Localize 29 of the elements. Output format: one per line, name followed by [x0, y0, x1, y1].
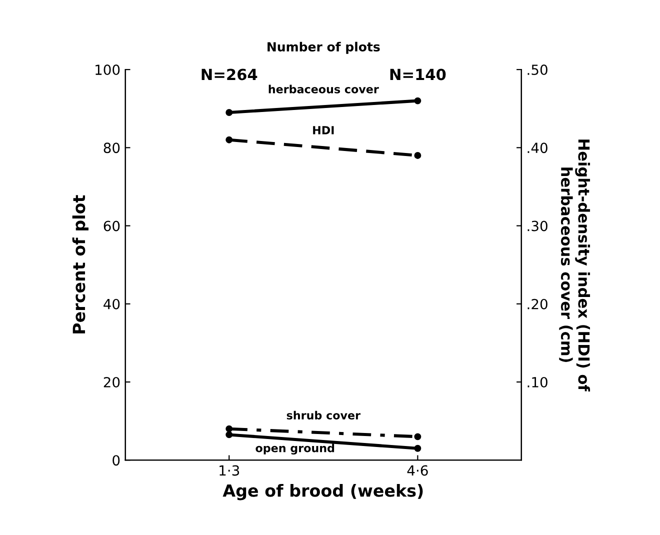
text: Number of plots [268, 42, 380, 54]
point [226, 109, 233, 116]
y2-tick-label: .20 [528, 298, 548, 310]
annotation: N=140 [390, 68, 446, 80]
point [226, 431, 233, 438]
y2-axis-title: Height-density index (HDI) of herbaceous cover (cm) [559, 140, 590, 392]
point [414, 444, 422, 452]
annotation: N=264 [202, 68, 258, 80]
series-label: HDI [313, 126, 334, 134]
x-tick-label: 4·6 [407, 465, 428, 476]
point [414, 97, 422, 104]
x-axis-title: Age of brood (weeks) [222, 484, 423, 500]
point [226, 425, 233, 432]
point [414, 433, 422, 440]
series-label: herbaceous cover [268, 84, 379, 94]
y-tick-label: 80 [104, 142, 120, 154]
y2-tick-label: .30 [528, 220, 548, 232]
y-tick-label: 100 [96, 64, 120, 76]
y2-tick-label: .50 [528, 64, 548, 76]
y2-tick-label: .40 [528, 142, 548, 154]
y-tick-label: 60 [104, 220, 120, 232]
x-tick-label: 1·3 [220, 465, 240, 476]
series-label: shrub cover [286, 410, 360, 420]
y-tick-label: 0 [112, 455, 120, 466]
y-tick-label: 40 [104, 298, 120, 310]
series-label: open ground [256, 444, 334, 455]
y2-tick-label: .10 [528, 376, 548, 388]
y-tick-label: 20 [104, 376, 120, 388]
y-axis-title: Percent of plot [72, 195, 88, 334]
